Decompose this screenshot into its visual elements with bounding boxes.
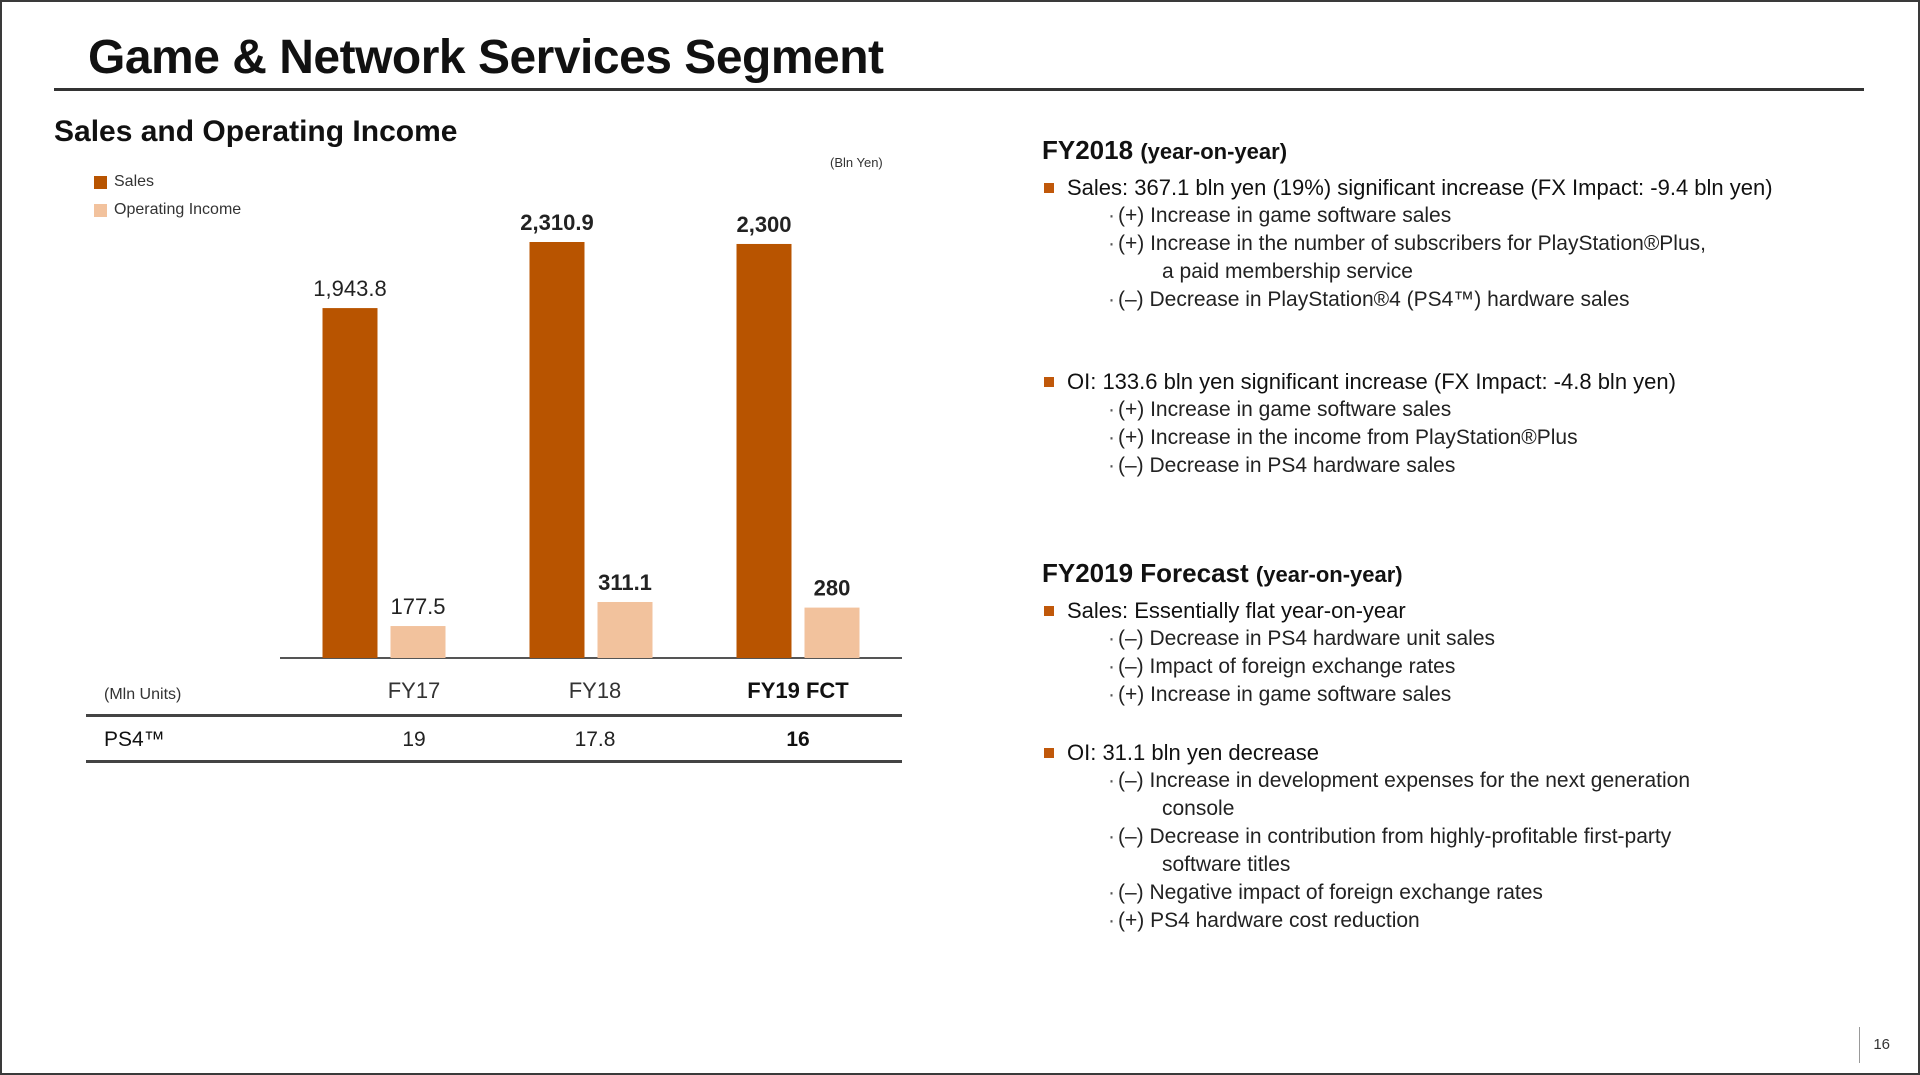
table-row-label-ps4: PS4™ [104, 728, 165, 751]
list-item-text: (–) Decrease in contribution from highly… [1118, 825, 1672, 848]
fy2019-oi-bullet: OI: 31.1 bln yen decrease [1042, 739, 1862, 767]
list-item-text: (+) Increase in game software sales [1118, 398, 1452, 421]
title-divider [54, 88, 1864, 91]
list-item: (–) Decrease in PlayStation®4 (PS4™) har… [1108, 286, 1862, 314]
list-item-text: (+) Increase in the income from PlayStat… [1118, 426, 1578, 449]
legend-label-sales: Sales [114, 173, 155, 190]
list-item: (+) Increase in the number of subscriber… [1108, 230, 1862, 286]
list-item: (–) Decrease in PS4 hardware sales [1108, 452, 1862, 480]
list-item: (+) Increase in game software sales [1108, 681, 1862, 709]
legend-item-sales: Sales [94, 168, 241, 196]
legend-item-operating-income: Operating Income [94, 196, 241, 224]
list-item: (–) Decrease in contribution from highly… [1108, 823, 1862, 879]
list-item-continuation: console [1162, 797, 1235, 820]
fy2018-sales-bullet: Sales: 367.1 bln yen (19%) significant i… [1042, 174, 1862, 202]
page-number: 16 [1873, 1036, 1890, 1053]
list-item-text: (–) Decrease in PS4 hardware sales [1118, 454, 1456, 477]
fy2018-title-sub: (year-on-year) [1140, 139, 1288, 164]
list-item-text: (+) Increase in the number of subscriber… [1118, 232, 1706, 255]
chart-section-heading: Sales and Operating Income [54, 115, 458, 148]
chart-unit-note: (Bln Yen) [830, 155, 883, 170]
list-item: (–) Increase in development expenses for… [1108, 767, 1862, 823]
table-unit-label: (Mln Units) [104, 686, 182, 703]
list-item: (–) Decrease in PS4 hardware unit sales [1108, 625, 1862, 653]
table-head-fy18: FY18 [568, 678, 622, 703]
fy2019-title-sub: (year-on-year) [1255, 562, 1403, 587]
list-item: (–) Impact of foreign exchange rates [1108, 653, 1862, 681]
table-head-fy19-fct: FY19 FCT [747, 678, 849, 703]
list-item: (+) PS4 hardware cost reduction [1108, 907, 1862, 935]
list-item: (+) Increase in game software sales [1108, 202, 1862, 230]
fy2018-title: FY2018 [1042, 135, 1134, 165]
table-cell-fy19-fct: 16 [786, 728, 810, 751]
table-bottom-rule [86, 760, 902, 763]
fy2019-sales-bullet: Sales: Essentially flat year-on-year [1042, 597, 1862, 625]
table-head-fy17: FY17 [387, 678, 441, 703]
table-divider [86, 714, 902, 717]
fy2019-heading: FY2019 Forecast (year-on-year) [1042, 558, 1862, 589]
list-item: (+) Increase in the income from PlayStat… [1108, 424, 1862, 452]
list-item-continuation: a paid membership service [1162, 260, 1413, 283]
list-item-text: (–) Decrease in PS4 hardware unit sales [1118, 627, 1496, 650]
list-item-text: (–) Negative impact of foreign exchange … [1118, 881, 1543, 904]
fy2018-sales-list: (+) Increase in game software sales (+) … [1108, 202, 1862, 314]
list-item-continuation: software titles [1162, 853, 1291, 876]
fy2018-oi-bullet: OI: 133.6 bln yen significant increase (… [1042, 368, 1862, 396]
list-item: (+) Increase in game software sales [1108, 396, 1862, 424]
list-item-text: (+) PS4 hardware cost reduction [1118, 909, 1420, 932]
fy2018-heading: FY2018 (year-on-year) [1042, 135, 1862, 166]
legend-label-operating-income: Operating Income [114, 201, 242, 218]
list-item: (–) Negative impact of foreign exchange … [1108, 879, 1862, 907]
fy2019-oi-list: (–) Increase in development expenses for… [1108, 767, 1862, 935]
legend-swatch-operating-income [94, 203, 107, 217]
list-item-text: (–) Increase in development expenses for… [1118, 769, 1691, 792]
list-item-text: (–) Decrease in PlayStation®4 (PS4™) har… [1118, 288, 1630, 311]
page-number-divider [1859, 1027, 1860, 1063]
chart-legend: Sales Operating Income [94, 168, 241, 224]
list-item-text: (+) Increase in game software sales [1118, 683, 1452, 706]
table-cell-fy17: 19 [402, 728, 426, 751]
list-item-text: (–) Impact of foreign exchange rates [1118, 655, 1456, 678]
list-item-text: (+) Increase in game software sales [1118, 204, 1452, 227]
commentary-panel: FY2018 (year-on-year) Sales: 367.1 bln y… [1042, 135, 1862, 935]
legend-swatch-sales [94, 175, 107, 189]
fy2019-sales-list: (–) Decrease in PS4 hardware unit sales … [1108, 625, 1862, 709]
table-cell-fy18: 17.8 [574, 728, 616, 751]
fy2018-oi-list: (+) Increase in game software sales (+) … [1108, 396, 1862, 480]
fy2019-title: FY2019 Forecast [1042, 558, 1249, 588]
page-title: Game & Network Services Segment [88, 31, 884, 84]
